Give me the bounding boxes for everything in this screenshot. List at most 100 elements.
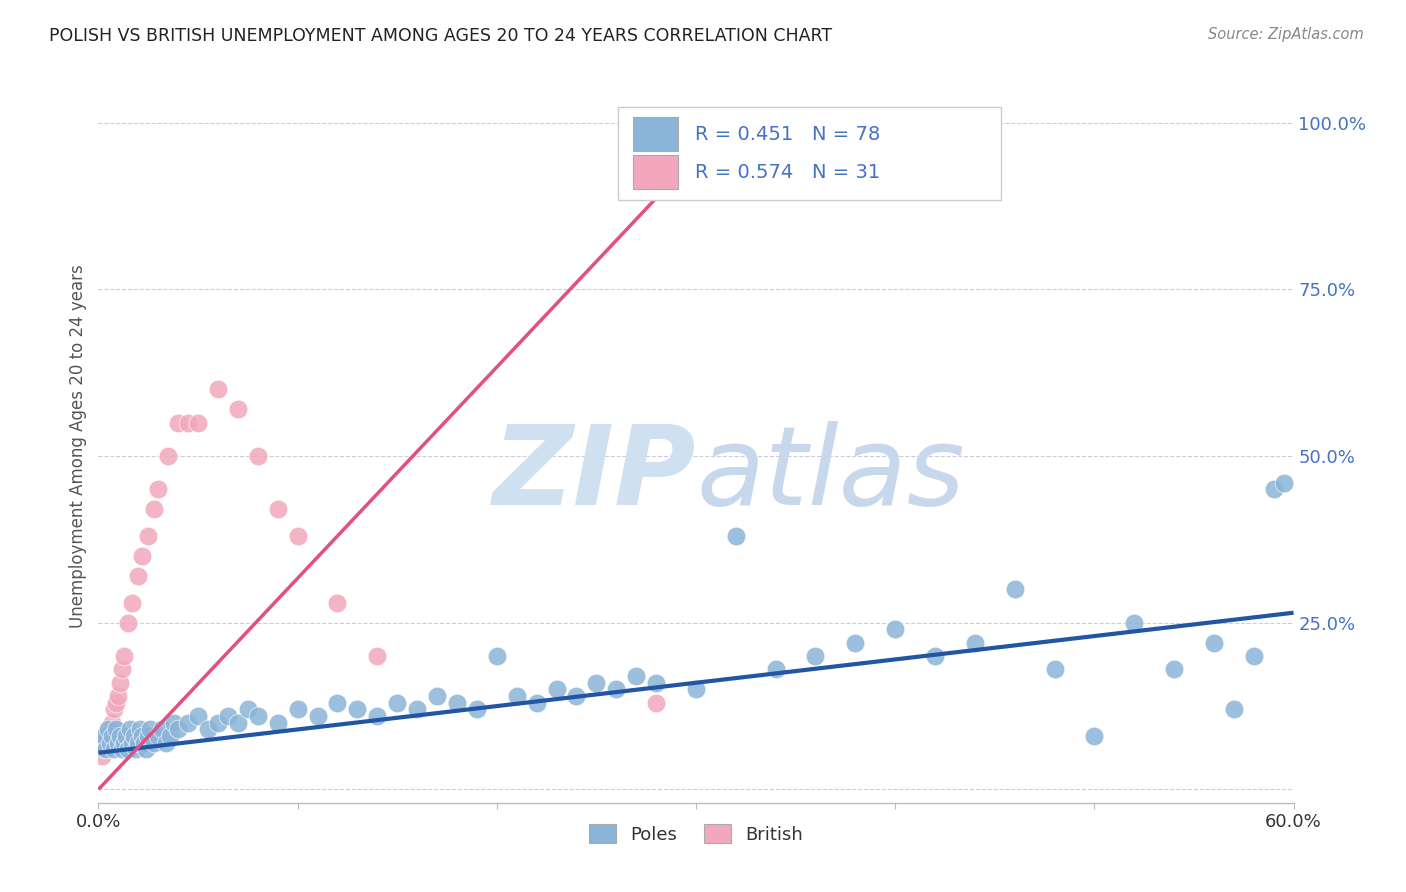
- Point: [585, 675, 607, 690]
- Point: [136, 529, 159, 543]
- Point: [287, 702, 309, 716]
- Point: [127, 736, 149, 750]
- Text: atlas: atlas: [696, 421, 965, 528]
- Point: [96, 736, 118, 750]
- Point: [267, 715, 290, 730]
- Point: [148, 729, 170, 743]
- Point: [1223, 702, 1246, 716]
- Point: [236, 702, 259, 716]
- Point: [1272, 475, 1295, 490]
- Point: [93, 729, 115, 743]
- Point: [1263, 483, 1285, 497]
- Point: [1243, 649, 1265, 664]
- Point: [226, 402, 249, 417]
- Point: [110, 729, 132, 743]
- Point: [207, 715, 229, 730]
- Point: [97, 729, 120, 743]
- Legend: Poles, British: Poles, British: [581, 817, 811, 851]
- Point: [366, 709, 388, 723]
- Point: [117, 742, 139, 756]
- Point: [217, 709, 239, 723]
- Point: [346, 702, 368, 716]
- Y-axis label: Unemployment Among Ages 20 to 24 years: Unemployment Among Ages 20 to 24 years: [69, 264, 87, 628]
- Point: [765, 662, 787, 676]
- Point: [426, 689, 449, 703]
- Point: [125, 742, 148, 756]
- Point: [107, 736, 129, 750]
- FancyBboxPatch shape: [633, 117, 678, 152]
- Point: [96, 742, 118, 756]
- Point: [1043, 662, 1066, 676]
- Point: [546, 682, 568, 697]
- Point: [465, 702, 488, 716]
- Point: [159, 729, 181, 743]
- Point: [924, 649, 946, 664]
- Point: [406, 702, 429, 716]
- FancyBboxPatch shape: [619, 107, 1001, 200]
- Point: [107, 689, 129, 703]
- Point: [97, 723, 120, 737]
- Point: [685, 682, 707, 697]
- Point: [121, 736, 143, 750]
- Point: [565, 689, 588, 703]
- Point: [385, 696, 409, 710]
- Point: [131, 549, 153, 563]
- Point: [177, 416, 200, 430]
- Point: [187, 416, 209, 430]
- Point: [1004, 582, 1026, 597]
- Point: [143, 502, 166, 516]
- Point: [121, 596, 143, 610]
- Point: [101, 715, 124, 730]
- Point: [963, 636, 986, 650]
- Point: [129, 723, 152, 737]
- Point: [326, 596, 349, 610]
- Point: [197, 723, 219, 737]
- Point: [139, 723, 162, 737]
- Point: [112, 649, 135, 664]
- Point: [307, 709, 329, 723]
- Point: [112, 736, 135, 750]
- Point: [135, 742, 157, 756]
- Point: [326, 696, 349, 710]
- Point: [1083, 729, 1105, 743]
- Point: [105, 723, 128, 737]
- Point: [111, 662, 134, 676]
- Point: [1202, 636, 1225, 650]
- Point: [98, 723, 122, 737]
- Text: POLISH VS BRITISH UNEMPLOYMENT AMONG AGES 20 TO 24 YEARS CORRELATION CHART: POLISH VS BRITISH UNEMPLOYMENT AMONG AGE…: [49, 27, 832, 45]
- Point: [93, 742, 115, 756]
- Point: [844, 636, 866, 650]
- Text: Source: ZipAtlas.com: Source: ZipAtlas.com: [1208, 27, 1364, 42]
- Point: [157, 449, 180, 463]
- Point: [187, 709, 209, 723]
- Point: [1163, 662, 1185, 676]
- Point: [163, 715, 186, 730]
- Point: [506, 689, 529, 703]
- Point: [804, 649, 827, 664]
- Point: [485, 649, 508, 664]
- Point: [645, 696, 668, 710]
- Point: [127, 569, 149, 583]
- Point: [111, 742, 134, 756]
- Point: [150, 723, 173, 737]
- Point: [167, 416, 190, 430]
- Point: [724, 529, 747, 543]
- Point: [366, 649, 388, 664]
- Point: [103, 702, 125, 716]
- Point: [117, 615, 139, 630]
- Point: [1123, 615, 1146, 630]
- Point: [98, 736, 122, 750]
- Point: [167, 723, 190, 737]
- Text: R = 0.451   N = 78: R = 0.451 N = 78: [695, 125, 880, 144]
- Point: [246, 709, 269, 723]
- Point: [143, 736, 166, 750]
- Point: [645, 675, 668, 690]
- Point: [884, 623, 907, 637]
- Point: [91, 749, 114, 764]
- Point: [105, 696, 128, 710]
- Point: [131, 729, 153, 743]
- Point: [134, 736, 156, 750]
- Text: ZIP: ZIP: [492, 421, 696, 528]
- Point: [446, 696, 468, 710]
- Point: [155, 736, 177, 750]
